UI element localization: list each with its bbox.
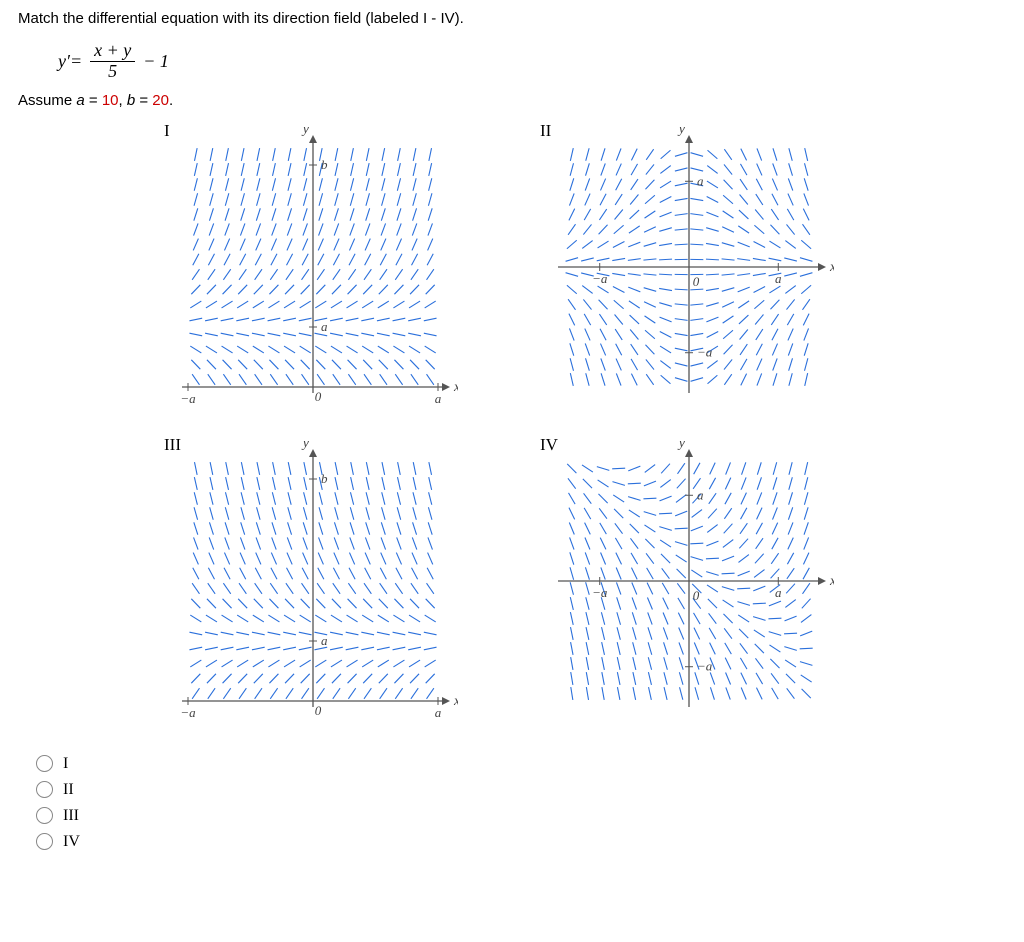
panel-III: III −aaabxy0 xyxy=(158,441,478,731)
assume-prefix: Assume xyxy=(18,92,76,109)
svg-text:−a: −a xyxy=(180,391,196,406)
eq-numerator: x + y xyxy=(90,41,135,62)
panel-III-label: III xyxy=(164,435,181,455)
svg-text:b: b xyxy=(321,471,328,486)
question-text: Match the differential equation with its… xyxy=(18,10,1006,27)
svg-text:0: 0 xyxy=(315,389,322,404)
option-II[interactable]: II xyxy=(36,781,1006,799)
panel-II-label: II xyxy=(540,121,551,141)
direction-field-I: −a a a b x y 0 xyxy=(158,127,458,417)
radio-icon[interactable] xyxy=(36,807,53,824)
option-IV[interactable]: IV xyxy=(36,833,1006,851)
equation: y′ = x + y 5 − 1 xyxy=(58,41,1006,82)
svg-text:−a: −a xyxy=(592,271,608,286)
eq-denominator: 5 xyxy=(104,62,121,82)
svg-text:a: a xyxy=(321,633,328,648)
svg-text:y: y xyxy=(677,441,686,451)
assume-b-label: b xyxy=(127,92,135,109)
assume-line: Assume a = 10, b = 20. xyxy=(18,92,1006,109)
svg-text:−a: −a xyxy=(697,344,713,359)
svg-text:x: x xyxy=(453,694,458,709)
svg-text:x: x xyxy=(829,260,834,275)
svg-text:0: 0 xyxy=(315,703,322,718)
svg-text:x: x xyxy=(453,380,458,395)
eq-fraction: x + y 5 xyxy=(90,41,135,82)
direction-field-III: −a a a b x y 0 xyxy=(158,441,458,731)
panel-I-label: I xyxy=(164,121,170,141)
svg-text:0: 0 xyxy=(693,588,700,603)
svg-text:0: 0 xyxy=(693,274,700,289)
direction-field-II: −a a a −a x y 0 xyxy=(534,127,834,417)
panel-IV-label: IV xyxy=(540,435,558,455)
svg-text:a: a xyxy=(435,705,442,720)
svg-text:b: b xyxy=(321,157,328,172)
svg-text:−a: −a xyxy=(180,705,196,720)
svg-text:a: a xyxy=(775,585,782,600)
answer-options: I II III IV xyxy=(36,755,1006,851)
radio-icon[interactable] xyxy=(36,755,53,772)
svg-text:a: a xyxy=(321,319,328,334)
option-III-label: III xyxy=(63,807,79,825)
svg-text:x: x xyxy=(829,574,834,589)
assume-a-value: 10 xyxy=(102,92,119,109)
option-I-label: I xyxy=(63,755,68,773)
panel-IV: IV −aaa−axy0 xyxy=(534,441,854,731)
svg-text:y: y xyxy=(677,127,686,137)
radio-icon[interactable] xyxy=(36,781,53,798)
svg-text:−a: −a xyxy=(592,585,608,600)
option-IV-label: IV xyxy=(63,833,80,851)
eq-tail: − 1 xyxy=(143,51,169,72)
eq-lhs: y′ xyxy=(58,51,70,72)
assume-b-value: 20 xyxy=(152,92,169,109)
direction-field-IV: −a a a −a x y 0 xyxy=(534,441,834,731)
eq-equals: = xyxy=(70,51,82,72)
option-III[interactable]: III xyxy=(36,807,1006,825)
radio-icon[interactable] xyxy=(36,833,53,850)
option-I[interactable]: I xyxy=(36,755,1006,773)
svg-text:a: a xyxy=(435,391,442,406)
option-II-label: II xyxy=(63,781,74,799)
svg-text:y: y xyxy=(301,127,310,137)
panel-I: I −aaabxy0 xyxy=(158,127,478,417)
svg-text:a: a xyxy=(775,271,782,286)
svg-text:y: y xyxy=(301,441,310,451)
svg-text:a: a xyxy=(697,487,704,502)
svg-text:−a: −a xyxy=(697,658,713,673)
svg-text:a: a xyxy=(697,173,704,188)
panel-II: II −aaa−axy0 xyxy=(534,127,854,417)
direction-field-grid: I −aaabxy0 II −aaa−axy0 III −aaabxy0 IV … xyxy=(158,127,1006,731)
assume-a-label: a xyxy=(76,92,84,109)
